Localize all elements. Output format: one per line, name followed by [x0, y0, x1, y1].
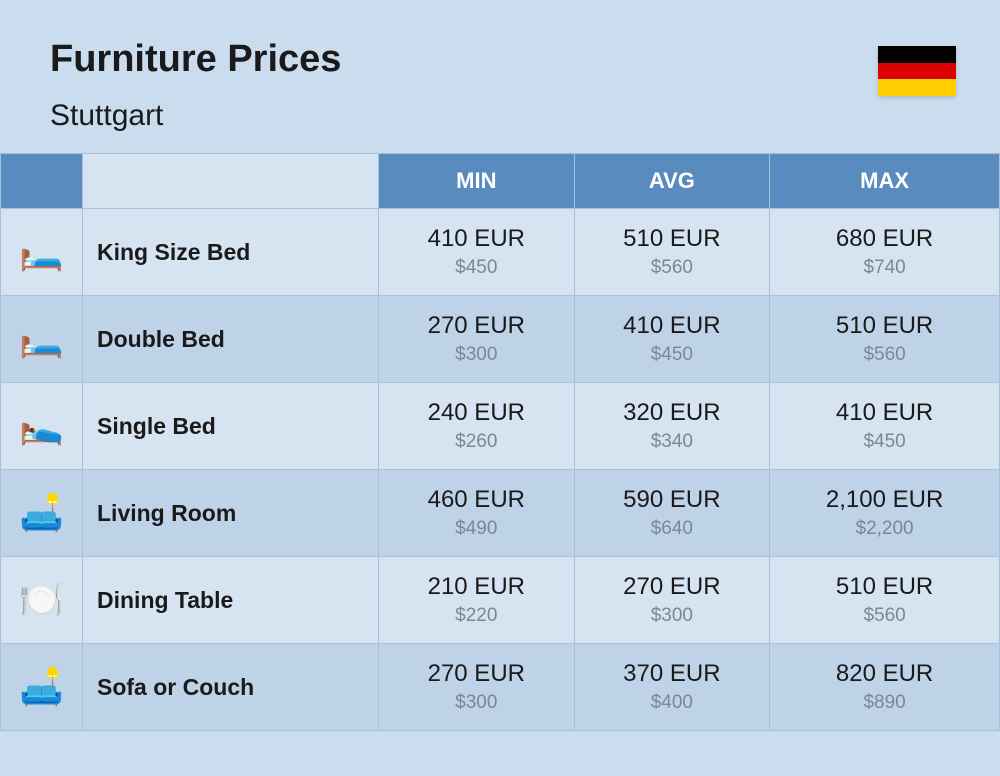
table-row: 🍽️Dining Table 210 EUR $220 270 EUR $300 510 …: [1, 557, 1000, 644]
furniture-icon: 🛏️: [1, 296, 83, 383]
price-eur: 270 EUR: [387, 660, 566, 688]
price-min-cell: 410 EUR $450: [379, 209, 575, 296]
furniture-name: King Size Bed: [83, 209, 379, 296]
table-row: 🛋️Living Room 460 EUR $490 590 EUR $640 2,100…: [1, 470, 1000, 557]
page-title: Furniture Prices: [50, 38, 950, 81]
furniture-name: Sofa or Couch: [83, 644, 379, 731]
table-row: 🛌Single Bed 240 EUR $260 320 EUR $340 410 EUR…: [1, 383, 1000, 470]
header-min: MIN: [379, 154, 575, 209]
table-row: 🛋️Sofa or Couch 270 EUR $300 370 EUR $400 820…: [1, 644, 1000, 731]
price-eur: 510 EUR: [583, 225, 762, 253]
header-max: MAX: [770, 154, 1000, 209]
price-usd: $560: [778, 344, 991, 366]
price-usd: $450: [778, 431, 991, 453]
price-usd: $300: [583, 605, 762, 627]
flag-stripe-red: [878, 63, 956, 80]
price-min-cell: 270 EUR $300: [379, 296, 575, 383]
price-eur: 410 EUR: [387, 225, 566, 253]
country-flag-icon: [878, 46, 956, 96]
flag-stripe-gold: [878, 79, 956, 96]
furniture-icon: 🛏️: [1, 209, 83, 296]
price-eur: 460 EUR: [387, 486, 566, 514]
table-header-row: MIN AVG MAX: [1, 154, 1000, 209]
price-usd: $450: [583, 344, 762, 366]
price-eur: 210 EUR: [387, 573, 566, 601]
price-usd: $300: [387, 692, 566, 714]
price-avg-cell: 510 EUR $560: [574, 209, 770, 296]
price-usd: $400: [583, 692, 762, 714]
header: Furniture Prices Stuttgart: [0, 0, 1000, 153]
price-max-cell: 510 EUR $560: [770, 296, 1000, 383]
price-eur: 510 EUR: [778, 312, 991, 340]
price-avg-cell: 270 EUR $300: [574, 557, 770, 644]
price-usd: $560: [583, 257, 762, 279]
price-usd: $2,200: [778, 518, 991, 540]
price-usd: $490: [387, 518, 566, 540]
price-usd: $260: [387, 431, 566, 453]
price-max-cell: 820 EUR $890: [770, 644, 1000, 731]
price-eur: 820 EUR: [778, 660, 991, 688]
city-subtitle: Stuttgart: [50, 99, 950, 133]
table-row: 🛏️Double Bed 270 EUR $300 410 EUR $450 510 EU…: [1, 296, 1000, 383]
price-eur: 270 EUR: [387, 312, 566, 340]
price-usd: $740: [778, 257, 991, 279]
price-usd: $890: [778, 692, 991, 714]
furniture-name: Living Room: [83, 470, 379, 557]
price-usd: $340: [583, 431, 762, 453]
price-avg-cell: 370 EUR $400: [574, 644, 770, 731]
price-min-cell: 460 EUR $490: [379, 470, 575, 557]
furniture-name: Single Bed: [83, 383, 379, 470]
price-eur: 590 EUR: [583, 486, 762, 514]
price-eur: 240 EUR: [387, 399, 566, 427]
header-avg: AVG: [574, 154, 770, 209]
price-max-cell: 2,100 EUR $2,200: [770, 470, 1000, 557]
furniture-icon: 🛋️: [1, 470, 83, 557]
price-eur: 410 EUR: [583, 312, 762, 340]
price-usd: $560: [778, 605, 991, 627]
furniture-icon: 🛋️: [1, 644, 83, 731]
price-min-cell: 210 EUR $220: [379, 557, 575, 644]
price-usd: $300: [387, 344, 566, 366]
price-max-cell: 410 EUR $450: [770, 383, 1000, 470]
prices-table: MIN AVG MAX 🛏️King Size Bed 410 EUR $450 51…: [0, 153, 1000, 731]
price-max-cell: 680 EUR $740: [770, 209, 1000, 296]
price-avg-cell: 320 EUR $340: [574, 383, 770, 470]
furniture-icon: 🍽️: [1, 557, 83, 644]
price-max-cell: 510 EUR $560: [770, 557, 1000, 644]
price-usd: $220: [387, 605, 566, 627]
price-usd: $640: [583, 518, 762, 540]
price-eur: 320 EUR: [583, 399, 762, 427]
price-min-cell: 240 EUR $260: [379, 383, 575, 470]
price-eur: 370 EUR: [583, 660, 762, 688]
table-row: 🛏️King Size Bed 410 EUR $450 510 EUR $560 680…: [1, 209, 1000, 296]
price-avg-cell: 590 EUR $640: [574, 470, 770, 557]
furniture-name: Double Bed: [83, 296, 379, 383]
price-usd: $450: [387, 257, 566, 279]
price-eur: 680 EUR: [778, 225, 991, 253]
furniture-name: Dining Table: [83, 557, 379, 644]
price-eur: 270 EUR: [583, 573, 762, 601]
furniture-icon: 🛌: [1, 383, 83, 470]
flag-stripe-black: [878, 46, 956, 63]
price-avg-cell: 410 EUR $450: [574, 296, 770, 383]
header-icon-col: [1, 154, 83, 209]
price-min-cell: 270 EUR $300: [379, 644, 575, 731]
price-eur: 510 EUR: [778, 573, 991, 601]
price-eur: 2,100 EUR: [778, 486, 991, 514]
price-eur: 410 EUR: [778, 399, 991, 427]
header-name-col: [83, 154, 379, 209]
